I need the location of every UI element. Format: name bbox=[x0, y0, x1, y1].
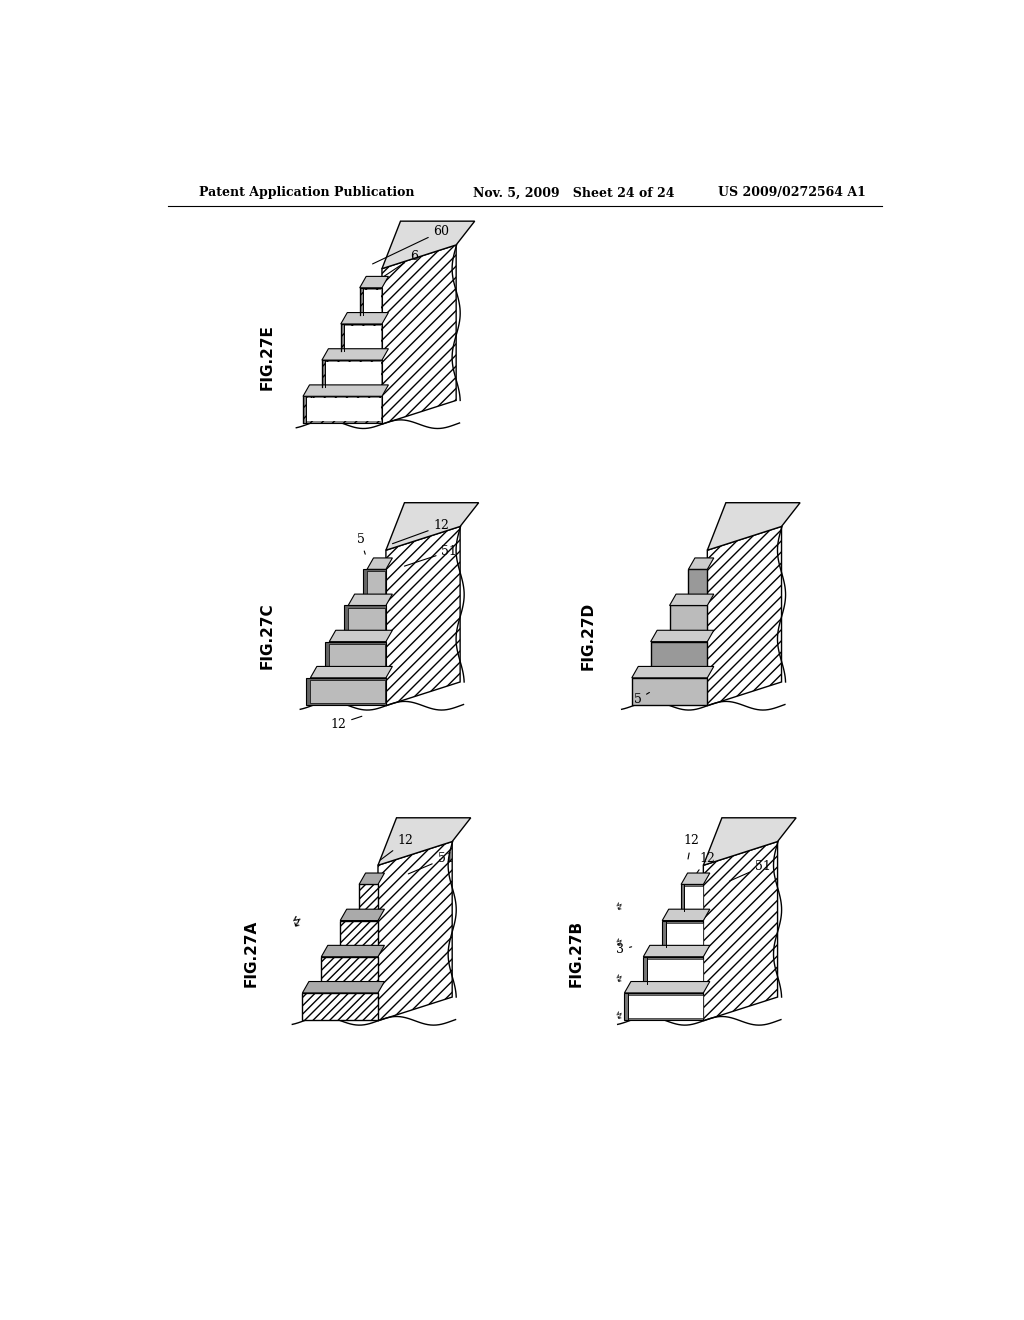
Polygon shape bbox=[708, 527, 781, 706]
Text: 6: 6 bbox=[380, 249, 418, 279]
Polygon shape bbox=[382, 246, 456, 424]
Text: 5: 5 bbox=[318, 682, 331, 696]
Polygon shape bbox=[378, 818, 471, 866]
Polygon shape bbox=[310, 667, 392, 677]
Polygon shape bbox=[341, 313, 388, 323]
Text: 60: 60 bbox=[373, 224, 450, 264]
Polygon shape bbox=[688, 558, 714, 569]
Text: Patent Application Publication: Patent Application Publication bbox=[200, 186, 415, 199]
Text: 12: 12 bbox=[331, 717, 361, 730]
Text: 51: 51 bbox=[409, 851, 454, 874]
Text: 12: 12 bbox=[697, 851, 716, 873]
Text: 5: 5 bbox=[634, 693, 649, 706]
Polygon shape bbox=[625, 982, 710, 993]
Polygon shape bbox=[302, 993, 378, 1020]
Polygon shape bbox=[643, 957, 703, 983]
Polygon shape bbox=[666, 923, 702, 945]
Text: 5: 5 bbox=[356, 532, 366, 554]
Polygon shape bbox=[322, 360, 382, 387]
Polygon shape bbox=[386, 527, 460, 706]
Polygon shape bbox=[386, 503, 478, 550]
Polygon shape bbox=[359, 288, 382, 314]
Polygon shape bbox=[670, 606, 708, 632]
Polygon shape bbox=[303, 385, 388, 396]
Polygon shape bbox=[326, 642, 386, 668]
Polygon shape bbox=[663, 909, 710, 920]
Polygon shape bbox=[378, 842, 453, 1020]
Polygon shape bbox=[362, 569, 386, 597]
Polygon shape bbox=[650, 630, 714, 642]
Text: 51: 51 bbox=[730, 859, 771, 880]
Polygon shape bbox=[310, 680, 385, 702]
Polygon shape bbox=[326, 362, 381, 385]
Polygon shape bbox=[348, 607, 385, 631]
Polygon shape bbox=[322, 957, 378, 983]
Polygon shape bbox=[632, 677, 708, 705]
Polygon shape bbox=[688, 569, 708, 597]
Text: ↯: ↯ bbox=[613, 974, 624, 986]
Text: US 2009/0272564 A1: US 2009/0272564 A1 bbox=[718, 186, 866, 199]
Text: FIG.27D: FIG.27D bbox=[581, 602, 596, 671]
Text: 51: 51 bbox=[404, 545, 458, 566]
Text: ↯: ↯ bbox=[613, 902, 624, 913]
Polygon shape bbox=[359, 884, 378, 911]
Polygon shape bbox=[367, 572, 385, 594]
Polygon shape bbox=[348, 594, 392, 606]
Polygon shape bbox=[684, 887, 702, 909]
Polygon shape bbox=[303, 396, 382, 424]
Polygon shape bbox=[681, 884, 703, 911]
Polygon shape bbox=[703, 818, 796, 866]
Polygon shape bbox=[670, 594, 714, 606]
Text: Nov. 5, 2009   Sheet 24 of 24: Nov. 5, 2009 Sheet 24 of 24 bbox=[473, 186, 675, 199]
Polygon shape bbox=[306, 399, 381, 421]
Polygon shape bbox=[359, 276, 388, 288]
Polygon shape bbox=[647, 958, 702, 982]
Polygon shape bbox=[382, 222, 475, 269]
Polygon shape bbox=[341, 323, 382, 351]
Polygon shape bbox=[306, 677, 386, 705]
Polygon shape bbox=[663, 920, 703, 948]
Polygon shape bbox=[703, 842, 777, 1020]
Polygon shape bbox=[340, 909, 384, 920]
Polygon shape bbox=[650, 642, 708, 668]
Text: 12: 12 bbox=[380, 834, 414, 861]
Polygon shape bbox=[302, 982, 384, 993]
Text: FIG.27A: FIG.27A bbox=[244, 920, 258, 987]
Text: ↯: ↯ bbox=[288, 915, 304, 932]
Polygon shape bbox=[632, 667, 714, 677]
Polygon shape bbox=[340, 920, 378, 948]
Polygon shape bbox=[625, 993, 703, 1020]
Text: FIG.27B: FIG.27B bbox=[569, 920, 584, 987]
Polygon shape bbox=[344, 326, 381, 348]
Polygon shape bbox=[628, 995, 702, 1018]
Text: 3: 3 bbox=[616, 944, 632, 956]
Polygon shape bbox=[364, 290, 381, 313]
Polygon shape bbox=[322, 945, 384, 957]
Text: 6: 6 bbox=[304, 388, 323, 405]
Text: ↯: ↯ bbox=[613, 1010, 624, 1022]
Polygon shape bbox=[330, 630, 392, 642]
Text: FIG.27E: FIG.27E bbox=[259, 323, 274, 389]
Polygon shape bbox=[643, 945, 710, 957]
Text: FIG.27C: FIG.27C bbox=[259, 603, 274, 669]
Polygon shape bbox=[681, 873, 710, 884]
Polygon shape bbox=[322, 348, 388, 360]
Text: 12: 12 bbox=[392, 519, 450, 544]
Text: ↯: ↯ bbox=[613, 937, 624, 949]
Polygon shape bbox=[708, 503, 800, 550]
Polygon shape bbox=[344, 606, 386, 632]
Text: 12: 12 bbox=[684, 834, 699, 859]
Polygon shape bbox=[330, 644, 385, 667]
Polygon shape bbox=[367, 558, 392, 569]
Polygon shape bbox=[359, 873, 384, 884]
